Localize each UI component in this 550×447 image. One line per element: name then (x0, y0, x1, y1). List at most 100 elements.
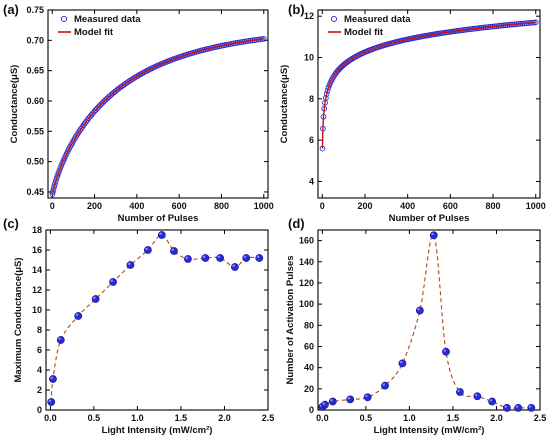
x-tick-label: 0.0 (316, 413, 329, 423)
measured-series (319, 19, 539, 152)
y-tick-label: 4 (37, 365, 42, 375)
measured-point (56, 167, 63, 174)
data-point-highlight (382, 383, 386, 386)
data-point (503, 403, 511, 412)
legend: Measured data Model fit (328, 14, 411, 38)
data-point (242, 254, 251, 262)
data-point (321, 400, 329, 409)
x-tick-label: 2.0 (490, 413, 503, 423)
panel-b: (b) 0 200 400 600 800 1000 4 6 8 10 12 Number of Pul… (279, 2, 546, 224)
data-point (184, 255, 192, 263)
x-tick-label: 2.0 (218, 413, 231, 423)
data-point-highlight (202, 255, 206, 258)
data-point-highlight (322, 402, 325, 405)
y-axis-label: Conductance(μS) (9, 65, 20, 144)
data-point-highlight (330, 399, 333, 402)
x-tick-label: 0 (320, 201, 325, 211)
y-tick-label: 0.45 (26, 187, 44, 197)
measured-point (57, 165, 64, 171)
data-point-highlight (93, 296, 96, 299)
plot-frame (317, 229, 541, 411)
y-tick-label: 0.70 (26, 35, 44, 45)
data-point-highlight (528, 405, 532, 408)
x-axis-label: Number of Pulses (118, 213, 199, 224)
data-point-highlight (417, 307, 420, 311)
model-fit-line (51, 38, 264, 195)
x-tick-label: 0.0 (44, 413, 57, 423)
y-tick-label: 0.65 (26, 66, 44, 76)
plot-frame (317, 9, 541, 199)
y-tick-label: 6 (37, 345, 42, 355)
panel-label: (a) (3, 2, 19, 17)
y-tick-label: 0.50 (26, 157, 44, 167)
measured-point (53, 175, 60, 182)
legend-label-fit: Model fit (74, 27, 114, 38)
data-point-highlight (504, 405, 507, 408)
measured-point (95, 104, 102, 110)
y-tick-label: 10 (32, 305, 42, 315)
measured-point (54, 172, 61, 179)
data-point-highlight (365, 394, 368, 398)
measured-point (55, 170, 62, 177)
legend-marker-measured (330, 15, 338, 23)
legend-label-measured: Measured data (74, 14, 141, 25)
x-tick-label: 800 (486, 201, 501, 211)
data-point (473, 392, 482, 401)
x-axis-label: Light Intensity (mW/cm²) (374, 425, 485, 436)
data-point (346, 395, 355, 404)
data-point (216, 254, 225, 262)
data-point-highlight (489, 399, 493, 402)
y-tick-label: 80 (304, 320, 314, 330)
x-tick-label: 200 (87, 201, 102, 211)
data-point-highlight (347, 396, 351, 400)
data-point-highlight (256, 255, 260, 258)
x-tick-label: 1000 (254, 201, 274, 211)
data-point (109, 278, 117, 286)
x-axis-label: Light Intensity (mW/cm²) (102, 425, 213, 436)
data-point-highlight (48, 399, 52, 402)
x-tick-label: 400 (400, 201, 415, 211)
y-tick-label: 0.60 (26, 96, 44, 106)
data-point (74, 312, 83, 320)
data-point (49, 375, 57, 383)
y-tick-label: 10 (304, 53, 314, 63)
measured-point (325, 84, 332, 91)
x-tick-label: 0.5 (88, 413, 101, 423)
x-tick-label: 1.0 (403, 413, 416, 423)
y-tick-label: 14 (32, 265, 42, 275)
data-point (456, 388, 464, 396)
data-point-highlight (159, 232, 162, 236)
x-tick-label: 600 (443, 201, 458, 211)
data-point-highlight (75, 313, 79, 316)
y-tick-label: 18 (32, 225, 42, 235)
data-point (255, 254, 264, 262)
y-axis-label: Conductance(μS) (279, 65, 290, 144)
x-tick-label: 600 (172, 201, 187, 211)
data-point-highlight (232, 264, 235, 267)
data-point-highlight (110, 279, 114, 282)
data-point (415, 306, 424, 315)
data-point (231, 263, 239, 271)
data-point (381, 381, 389, 390)
data-point-highlight (443, 349, 446, 352)
panel-a: (a) 0 200 400 600 800 1000 0.45 0.50 0.55 0.60 0.65… (3, 2, 274, 224)
y-axis-label: Number of Activation Pulses (285, 256, 296, 385)
data-point-highlight (58, 337, 61, 340)
x-tick-label: 1.0 (131, 413, 144, 423)
x-tick-label: 0 (50, 201, 55, 211)
y-tick-label: 100 (299, 299, 314, 309)
y-tick-label: 140 (299, 257, 314, 267)
data-point-highlight (50, 376, 53, 379)
measured-point (98, 101, 105, 107)
y-tick-label: 60 (304, 341, 314, 351)
legend-label-fit: Model fit (344, 27, 384, 38)
data-point (201, 254, 210, 262)
plot-frame (45, 229, 269, 411)
measured-point (91, 108, 98, 115)
y-tick-label: 4 (309, 176, 314, 186)
measured-point (94, 105, 100, 112)
data-point (56, 336, 65, 344)
data-point (514, 403, 523, 412)
x-tick-label: 2.5 (534, 413, 547, 423)
y-tick-label: 6 (309, 135, 314, 145)
